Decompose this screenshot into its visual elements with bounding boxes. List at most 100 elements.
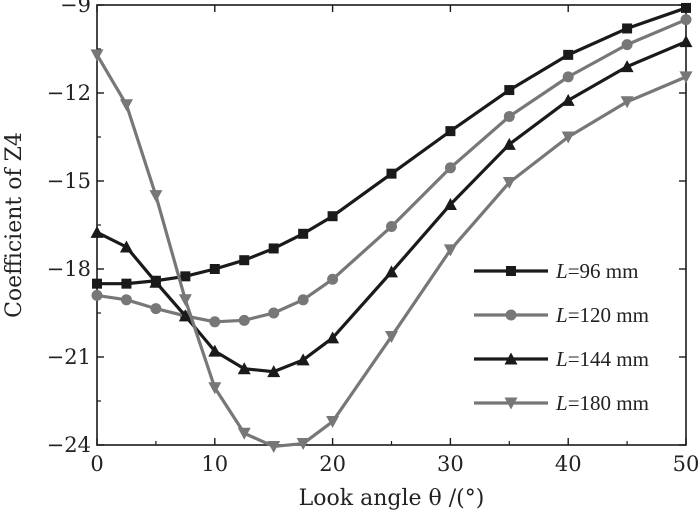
series-layer [90, 2, 693, 453]
data-point [208, 344, 222, 357]
legend-entry: L=96 mm [474, 259, 638, 283]
data-point [119, 240, 133, 253]
x-tick-label: 30 [437, 452, 464, 476]
legend-value: =120 mm [568, 303, 649, 327]
x-tick-label: 10 [201, 452, 228, 476]
data-point [296, 353, 310, 366]
data-point [150, 303, 162, 315]
legend-label: L=96 mm [555, 259, 638, 283]
legend-marker [506, 266, 516, 276]
legend-entry: L=180 mm [474, 391, 649, 415]
data-point [326, 416, 340, 429]
data-point [238, 314, 250, 326]
legend-label: L=120 mm [555, 303, 649, 327]
y-tick-label: −21 [47, 345, 91, 369]
data-point [444, 162, 456, 174]
data-point [267, 440, 281, 453]
x-tick-label: 40 [555, 452, 582, 476]
y-tick-label: −12 [47, 81, 91, 105]
axes: 0 10 20 30 40 50 −9 −12 −15 −18 −21 −24 [47, 0, 700, 476]
data-point [561, 131, 575, 144]
x-axis-title: Look angle θ /(°) [299, 486, 485, 511]
data-point [386, 168, 397, 179]
legend-variable: L [555, 259, 568, 283]
data-point [386, 220, 397, 232]
data-point [622, 23, 633, 34]
data-point [237, 427, 251, 440]
legend-variable: L [555, 347, 568, 371]
series-line [95, 54, 687, 449]
data-point [562, 71, 574, 83]
data-point [298, 228, 309, 239]
data-point [120, 294, 132, 306]
legend-entry: L=144 mm [474, 347, 649, 371]
data-point [679, 35, 693, 48]
data-point [267, 365, 281, 378]
legend-label: L=180 mm [555, 391, 649, 415]
data-point [178, 294, 192, 307]
data-point [327, 273, 339, 285]
x-tick-label: 0 [90, 452, 103, 476]
data-point [681, 2, 691, 13]
data-point [208, 382, 222, 395]
y-tick-label: −24 [47, 433, 91, 457]
y-tick-label: −15 [47, 169, 91, 193]
legend-entry: L=120 mm [474, 303, 649, 327]
legend-marker [505, 309, 517, 321]
data-point [445, 126, 456, 137]
legend-label: L=144 mm [555, 347, 649, 371]
data-point [119, 99, 133, 112]
y-tick-label: −9 [60, 0, 91, 17]
data-point [326, 331, 340, 344]
data-point [561, 93, 575, 106]
data-point [180, 271, 191, 282]
legend-value: =180 mm [568, 391, 649, 415]
data-point [121, 278, 132, 289]
data-point [90, 225, 104, 238]
series-line [97, 6, 687, 286]
data-point [178, 309, 192, 322]
data-point [237, 362, 251, 375]
legend-marker [504, 397, 518, 410]
data-point [149, 275, 163, 288]
data-point [502, 176, 516, 189]
data-point [679, 71, 693, 84]
legend-variable: L [555, 391, 568, 415]
series-2 [91, 14, 692, 328]
data-point [209, 264, 220, 274]
data-point [90, 49, 104, 62]
legend-variable: L [555, 303, 568, 327]
legend-marker [504, 352, 518, 365]
y-tick-label: −18 [47, 257, 91, 281]
data-point [239, 255, 250, 266]
data-point [297, 294, 309, 306]
data-point [92, 278, 102, 289]
data-point [680, 14, 692, 26]
data-point [149, 190, 163, 203]
series-4 [90, 49, 693, 453]
legend: L=96 mmL=120 mmL=144 mmL=180 mm [474, 259, 649, 415]
data-point [91, 289, 103, 301]
series-3 [90, 35, 693, 378]
data-point [268, 307, 280, 319]
data-point [268, 243, 279, 254]
data-point [209, 316, 221, 328]
data-point [502, 137, 516, 150]
data-point [385, 330, 398, 343]
x-tick-label: 20 [319, 452, 346, 476]
legend-value: =96 mm [568, 259, 639, 283]
data-point [443, 244, 457, 257]
data-point [296, 438, 310, 451]
data-point [503, 110, 515, 122]
data-point [563, 49, 574, 60]
x-tick-label: 50 [673, 452, 700, 476]
data-point [621, 39, 633, 51]
data-point [443, 197, 457, 210]
series-1 [92, 2, 691, 289]
data-point [327, 211, 338, 222]
y-axis-title: Coefficient of Z4 [2, 132, 27, 318]
data-point [385, 265, 398, 278]
legend-value: =144 mm [568, 347, 649, 371]
data-point [620, 96, 634, 109]
